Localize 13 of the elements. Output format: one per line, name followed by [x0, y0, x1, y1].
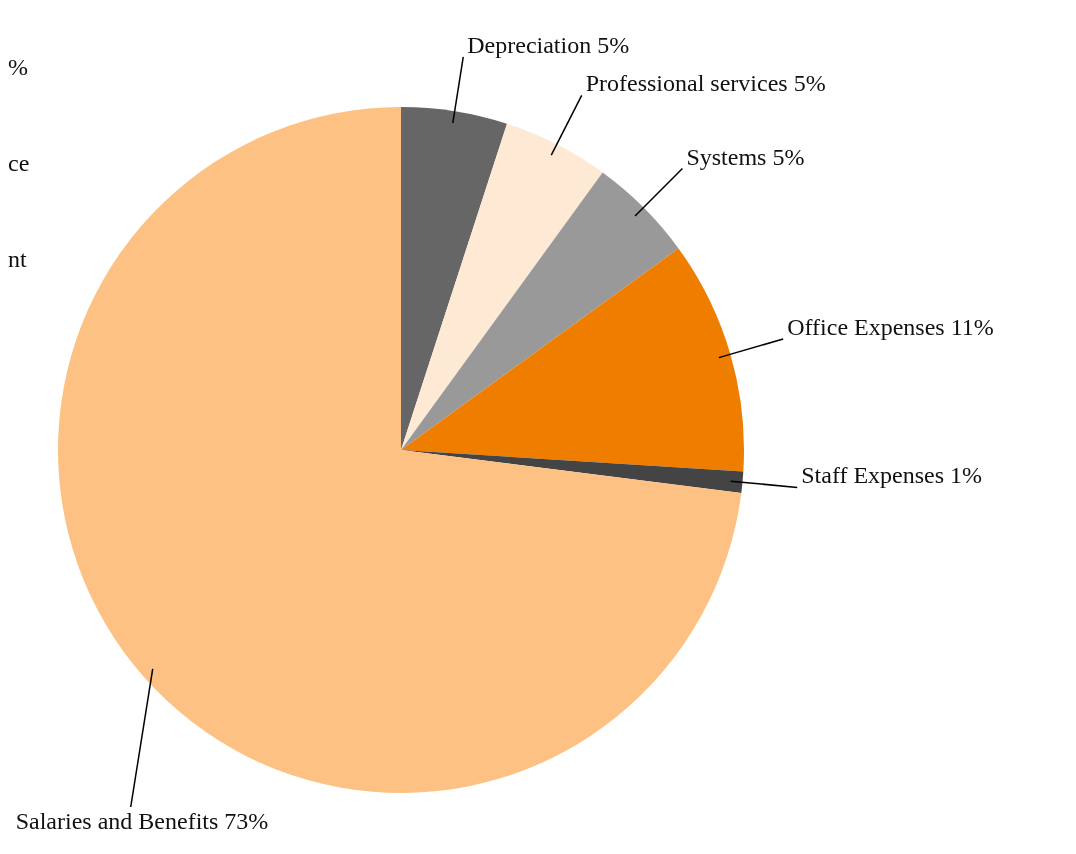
- slice-label: Salaries and Benefits 73%: [15, 808, 269, 834]
- pie-slice: [401, 172, 679, 450]
- slice-label: Systems 5%: [686, 143, 805, 170]
- pie-slice: [401, 107, 507, 450]
- pie-slice: [401, 123, 603, 450]
- slice-label: Office Expenses 11%: [787, 313, 994, 340]
- slice-label: Staff Expenses 1%: [801, 462, 983, 489]
- slice-label: Depreciation 5%: [467, 31, 630, 58]
- text: ce: [8, 150, 30, 177]
- text: %: [8, 54, 28, 81]
- slice-label: Professional services 5%: [585, 70, 826, 97]
- text: nt: [8, 246, 27, 273]
- pie-slice: [401, 248, 744, 472]
